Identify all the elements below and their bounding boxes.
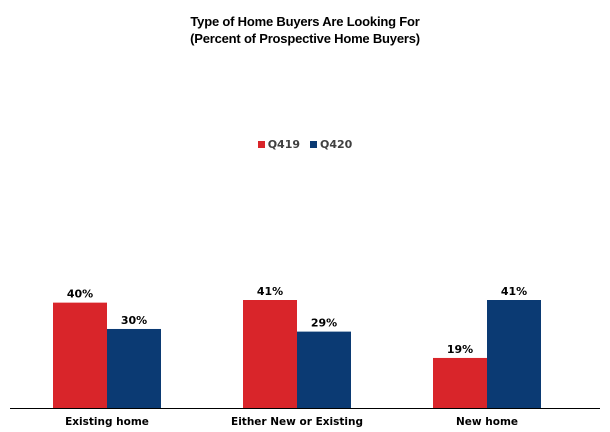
bar-q419-3: [433, 357, 487, 408]
chart-title: Type of Home Buyers Are Looking For (Per…: [0, 13, 610, 47]
bar-q419-1: [53, 302, 107, 408]
legend-swatch-q420: [310, 141, 317, 148]
chart-title-line-1: Type of Home Buyers Are Looking For: [190, 14, 420, 29]
data-label-q420-1: 30%: [121, 314, 147, 327]
category-label-3: New home: [456, 416, 518, 428]
bar-q419-2: [243, 300, 297, 408]
legend-item-q420: Q420: [310, 138, 352, 151]
chart-title-line-2: (Percent of Prospective Home Buyers): [190, 31, 420, 46]
data-label-q419-2: 41%: [257, 285, 283, 298]
data-label-q419-3: 19%: [447, 343, 473, 356]
bar-q420-2: [297, 331, 351, 408]
data-label-q420-3: 41%: [501, 285, 527, 298]
legend-swatch-q419: [257, 141, 265, 148]
bar-q420-3: [487, 300, 541, 408]
category-label-1: Existing home: [65, 416, 149, 428]
chart-legend: Q419 Q420: [0, 138, 610, 151]
legend-label-q420: Q420: [320, 138, 353, 151]
data-label-q420-2: 29%: [311, 317, 337, 330]
category-label-2: Either New or Existing: [231, 416, 363, 428]
bar-q420-1: [107, 328, 161, 408]
data-label-q419-1: 40%: [67, 288, 93, 301]
legend-item-q419: Q419: [257, 138, 300, 151]
legend-label-q419: Q419: [267, 138, 300, 151]
